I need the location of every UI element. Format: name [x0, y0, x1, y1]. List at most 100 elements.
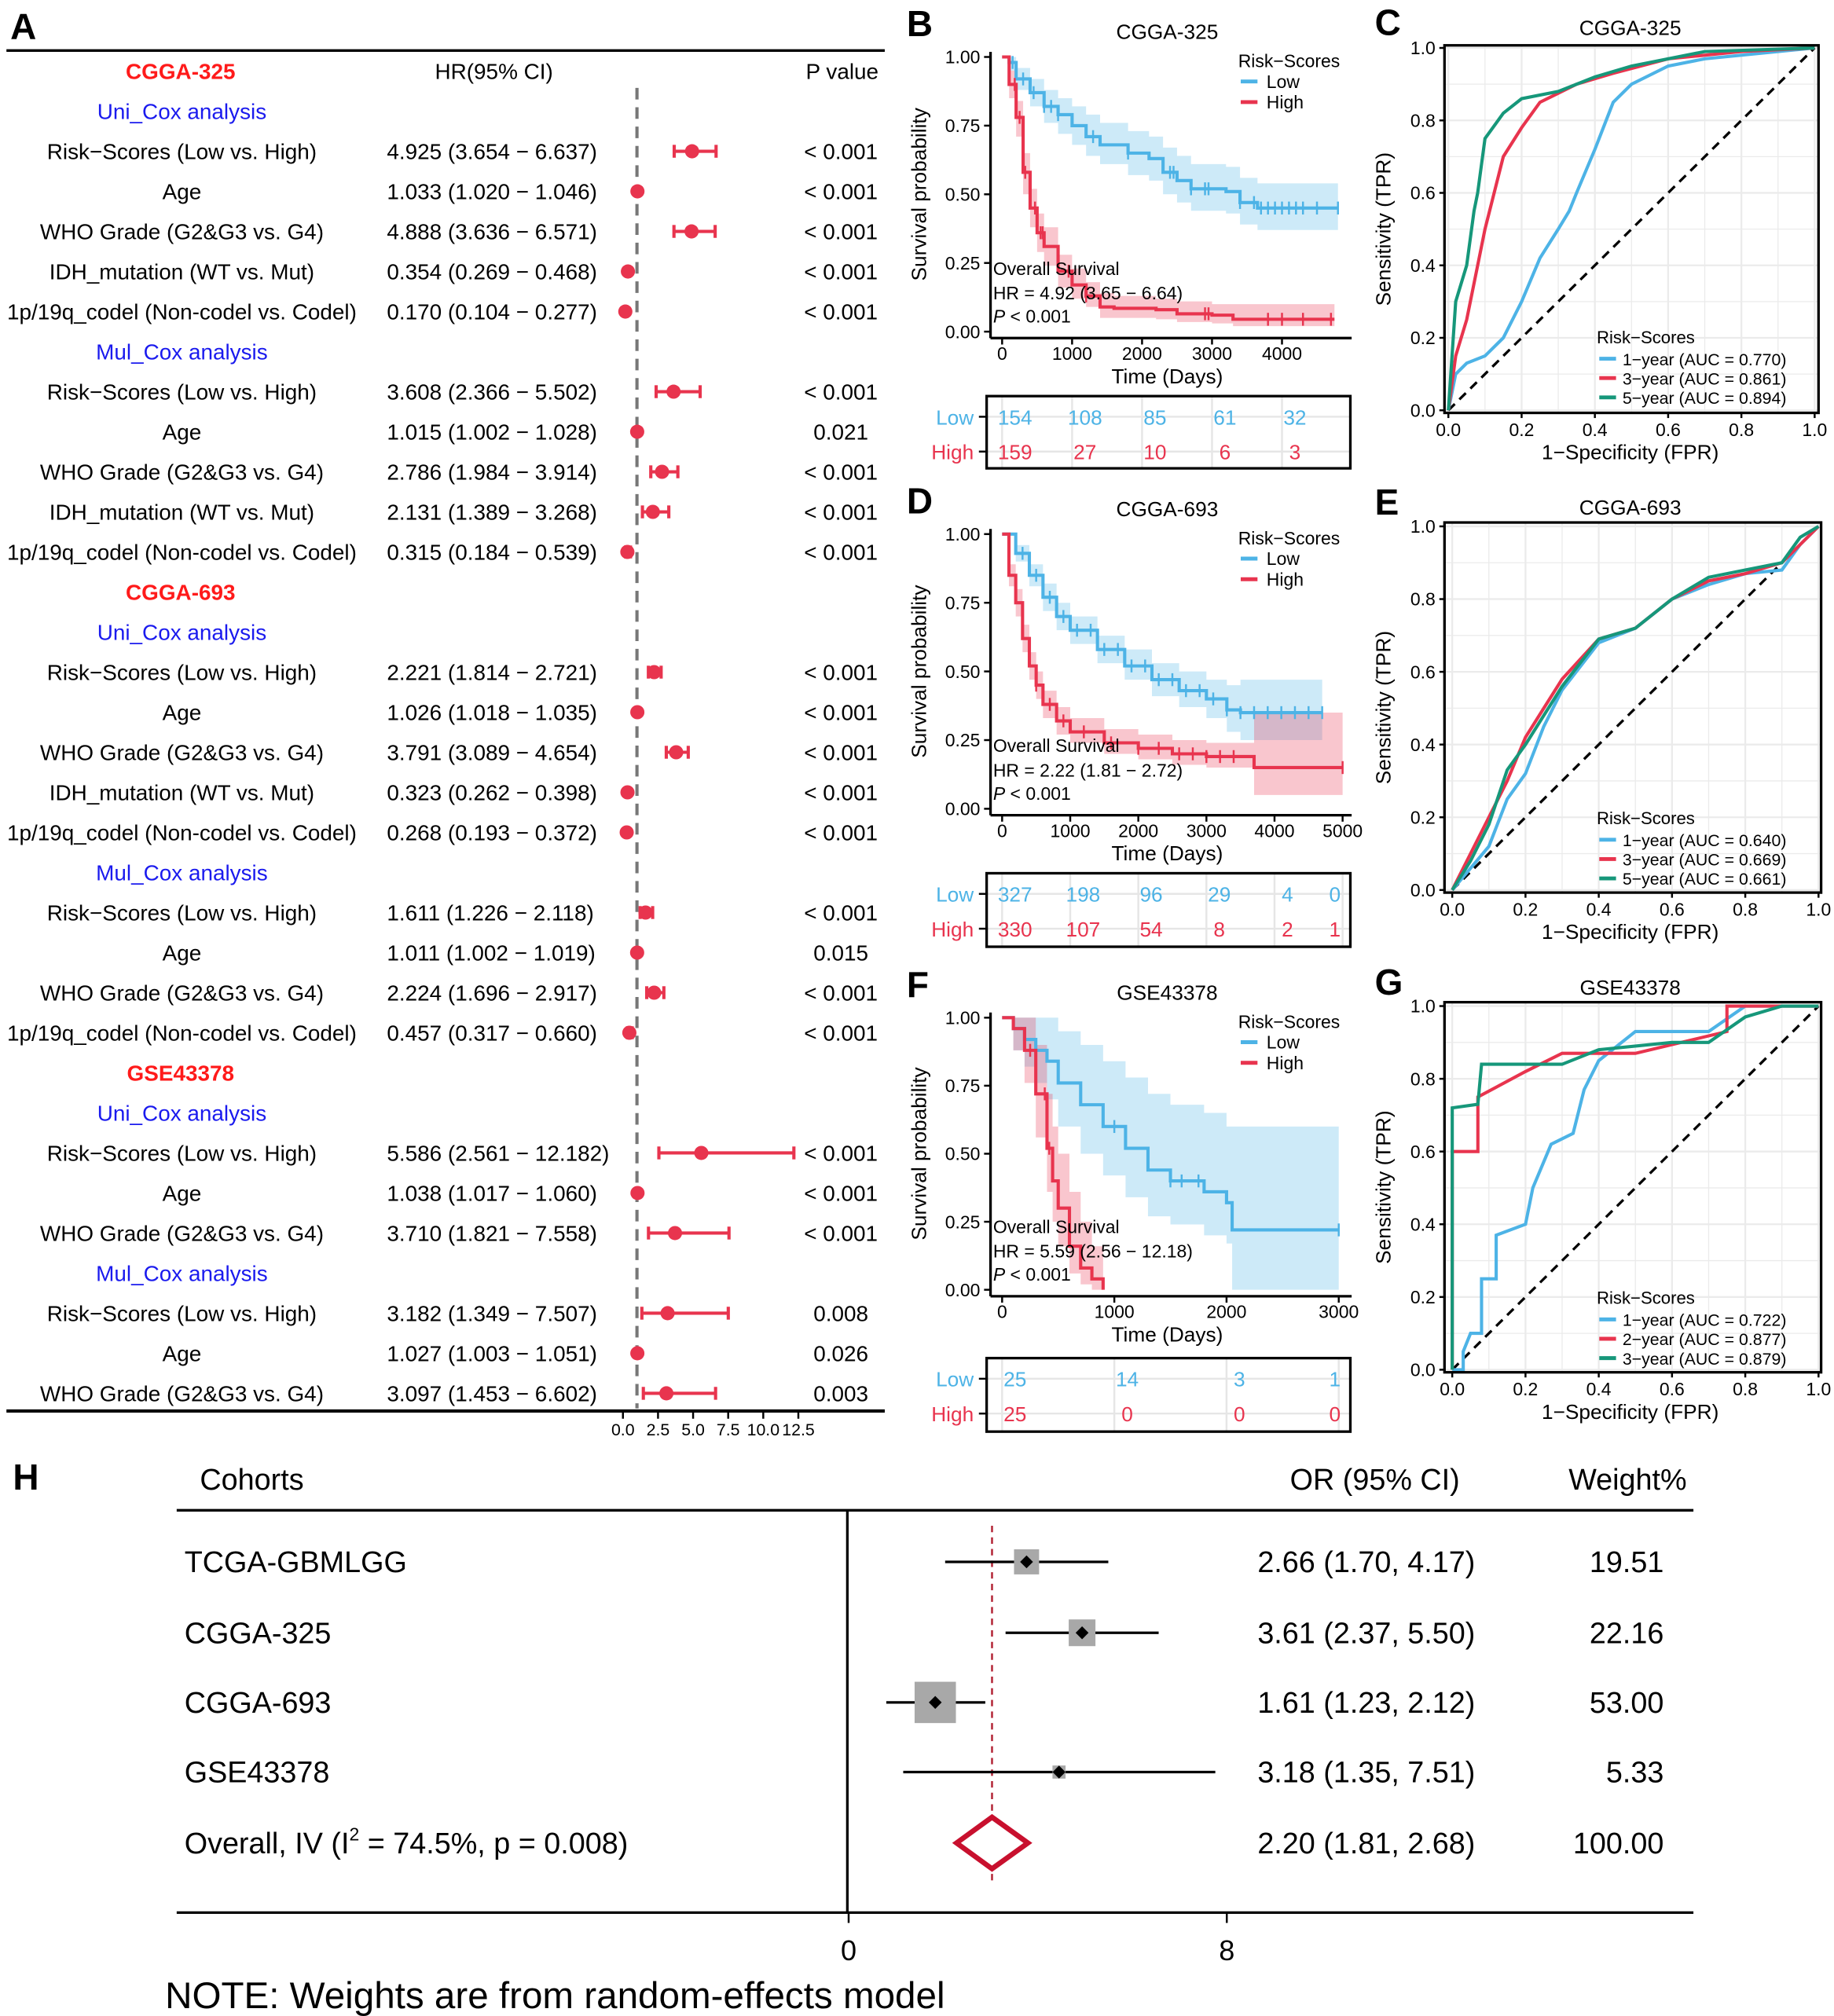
p-value: < 0.001	[804, 500, 878, 524]
x-tick-label: 2.5	[647, 1420, 670, 1439]
risk-table-count: 107	[1066, 918, 1100, 941]
risk-table-count: 159	[998, 441, 1033, 464]
risk-table-count: 85	[1143, 405, 1166, 429]
survival-curve-low	[1002, 532, 1322, 715]
x-tick-label: 0.2	[1513, 1379, 1538, 1399]
p-symbol: P	[993, 1264, 1006, 1285]
risk-table-frame	[985, 394, 1352, 470]
p-value: < 0.001	[804, 139, 878, 163]
variable-label: WHO Grade (G2&G3 vs. G4)	[40, 981, 324, 1005]
x-tick-label: 3000	[1319, 1302, 1359, 1322]
roc-curve	[1451, 525, 1820, 892]
p-value: < 0.001	[804, 900, 878, 925]
hr-ci-text: 1.026 (1.018 − 1.035)	[387, 700, 597, 724]
hr-point	[629, 945, 644, 960]
x-tick-label: 0.8	[1729, 420, 1754, 440]
y-tick-label: 1.0	[1410, 516, 1436, 537]
p-text: < 0.001	[1005, 1264, 1071, 1285]
x-tick-label: 0.2	[1509, 420, 1534, 440]
panel-label: E	[1375, 482, 1399, 522]
x-tick-label: 7.5	[717, 1420, 740, 1439]
overall-label-superscript: 2	[349, 1824, 359, 1844]
risk-table-count: 10	[1143, 441, 1166, 464]
hr-ci-text: 3.791 (3.089 − 4.654)	[387, 740, 597, 764]
y-tick-label: 0.0	[1410, 400, 1436, 420]
p-value: < 0.001	[804, 1181, 878, 1205]
p-value: < 0.001	[804, 740, 878, 764]
variable-label: 1p/19q_codel (Non-codel vs. Codel)	[7, 540, 357, 564]
y-tick-label: 1.00	[945, 47, 981, 68]
x-tick-label: 0	[997, 343, 1007, 364]
roc-title: CGGA-325	[1579, 16, 1682, 40]
legend-label: 1−year (AUC = 0.722)	[1623, 1311, 1787, 1330]
p-value: 0.015	[813, 940, 868, 965]
variable-label: WHO Grade (G2&G3 vs. G4)	[40, 219, 324, 244]
hr-point	[645, 504, 660, 519]
km-title: GSE43378	[1117, 981, 1217, 1004]
y-tick-label: 0.2	[1410, 807, 1436, 827]
x-tick-label: 0.0	[1440, 1379, 1465, 1399]
legend-label: High	[1267, 1053, 1304, 1073]
hr-point	[666, 384, 681, 399]
hr-ci-text: 1.033 (1.020 − 1.046)	[387, 179, 597, 203]
weight-value: 19.51	[1590, 1545, 1663, 1578]
hr-point	[655, 464, 669, 479]
legend-title: Risk−Scores	[1597, 808, 1695, 828]
survival-curve-high	[1002, 55, 1335, 321]
legend-title: Risk−Scores	[1238, 528, 1341, 548]
x-tick-label: 0	[997, 1302, 1007, 1322]
legend-title: Risk−Scores	[1238, 1011, 1341, 1032]
variable-label: 1p/19q_codel (Non-codel vs. Codel)	[7, 1021, 357, 1045]
x-tick-label: 0.4	[1586, 900, 1612, 920]
y-tick-label: 0.75	[945, 592, 981, 613]
risk-table-group-label: Low	[936, 883, 974, 907]
hr-point	[621, 264, 636, 279]
y-tick-label: 0.4	[1410, 735, 1436, 755]
x-axis-label: Time (Days)	[1111, 841, 1223, 865]
point-estimate-marker	[929, 1695, 942, 1710]
legend-label: 1−year (AUC = 0.640)	[1623, 831, 1787, 850]
risk-table-count: 96	[1139, 883, 1162, 907]
or-ci-text: 1.61 (1.23, 2.12)	[1257, 1686, 1475, 1719]
cohort-label: CGGA-693	[185, 1686, 332, 1719]
y-tick-label: 0.50	[945, 662, 981, 682]
or-ci-text: 3.18 (1.35, 7.51)	[1257, 1756, 1475, 1789]
p-value: < 0.001	[804, 299, 878, 324]
or-ci-text: 2.66 (1.70, 4.17)	[1257, 1545, 1475, 1578]
annotation-hr: HR = 5.59 (2.56 − 12.18)	[993, 1241, 1193, 1262]
y-axis-label: Sensitivity (TPR)	[1371, 1110, 1395, 1263]
survival-curve-low	[1002, 1016, 1339, 1232]
hr-point	[630, 184, 645, 199]
y-tick-label: 0.0	[1410, 1360, 1436, 1380]
analysis-label: Uni_Cox analysis	[97, 99, 266, 123]
hr-point	[622, 1025, 636, 1040]
p-symbol: P	[993, 306, 1006, 327]
hr-point	[630, 1186, 645, 1200]
p-value: 0.008	[813, 1301, 868, 1325]
x-tick-label: 0.4	[1583, 420, 1608, 440]
hr-point	[647, 985, 662, 1000]
legend-label: Low	[1267, 548, 1300, 569]
hr-ci-text: 3.182 (1.349 − 7.507)	[387, 1301, 597, 1325]
variable-label: Age	[163, 1181, 202, 1205]
hr-point	[694, 1145, 709, 1160]
analysis-label: Uni_Cox analysis	[97, 1101, 266, 1125]
variable-label: Age	[163, 179, 202, 203]
chance-diagonal	[1447, 46, 1816, 412]
survival-curve-low	[1002, 55, 1338, 210]
risk-table-count: 0	[1121, 1402, 1133, 1426]
y-tick-label: 0.00	[945, 1280, 981, 1300]
risk-table-count: 8	[1213, 918, 1225, 941]
y-tick-label: 0.00	[945, 799, 981, 819]
y-axis-label: Sensitivity (TPR)	[1371, 631, 1395, 784]
hr-ci-text: 2.221 (1.814 − 2.721)	[387, 660, 597, 684]
y-tick-label: 0.4	[1410, 255, 1436, 276]
variable-label: Age	[163, 940, 202, 965]
risk-table-count: 29	[1208, 883, 1231, 907]
variable-label: IDH_mutation (WT vs. Mut)	[50, 500, 314, 524]
point-estimate-marker	[1075, 1626, 1089, 1640]
annotation-title: Overall Survival	[993, 735, 1120, 756]
confidence-band-high	[1002, 533, 1343, 795]
panel-label: F	[907, 964, 929, 1005]
legend-label: 2−year (AUC = 0.877)	[1623, 1330, 1787, 1349]
